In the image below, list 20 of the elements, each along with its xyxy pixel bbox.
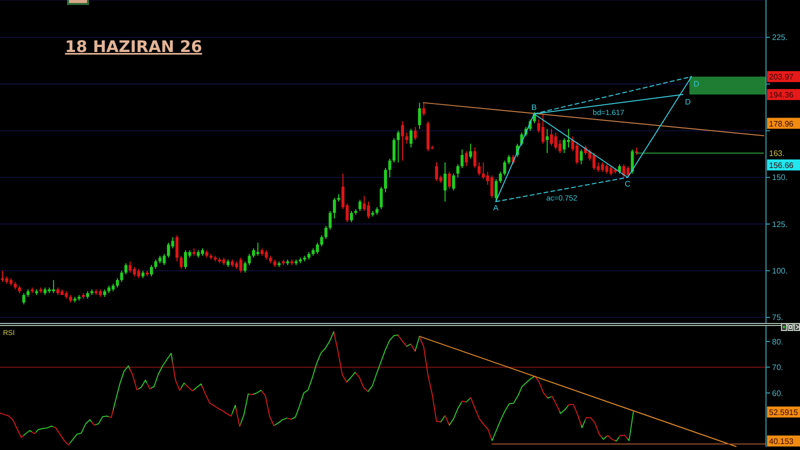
- data-label: D: [685, 98, 692, 107]
- y-tick-label: 75.: [772, 313, 784, 322]
- data-label: A: [493, 204, 500, 213]
- ref-line-label: 163.: [769, 149, 785, 158]
- data-label: B: [531, 102, 537, 112]
- data-label: C: [624, 179, 631, 188]
- y-tick-label: 60.: [772, 388, 784, 398]
- text: 178.96: [769, 119, 794, 128]
- text: 18 HAZIRAN 26: [65, 37, 202, 56]
- text: 194.36: [769, 90, 794, 100]
- text: 40.153: [769, 437, 794, 446]
- y-tick-label: 70.: [772, 363, 784, 372]
- y-tick-label: 80.: [772, 337, 784, 346]
- y-tick-label: 225.: [772, 33, 788, 42]
- y-tick-label: 125.: [772, 220, 788, 229]
- y-tick-label: 150.: [772, 173, 788, 182]
- text: 156.66: [769, 160, 794, 170]
- text: 203.97: [769, 72, 794, 82]
- y-tick-label: 100.: [772, 266, 788, 276]
- data-label: D: [694, 80, 700, 89]
